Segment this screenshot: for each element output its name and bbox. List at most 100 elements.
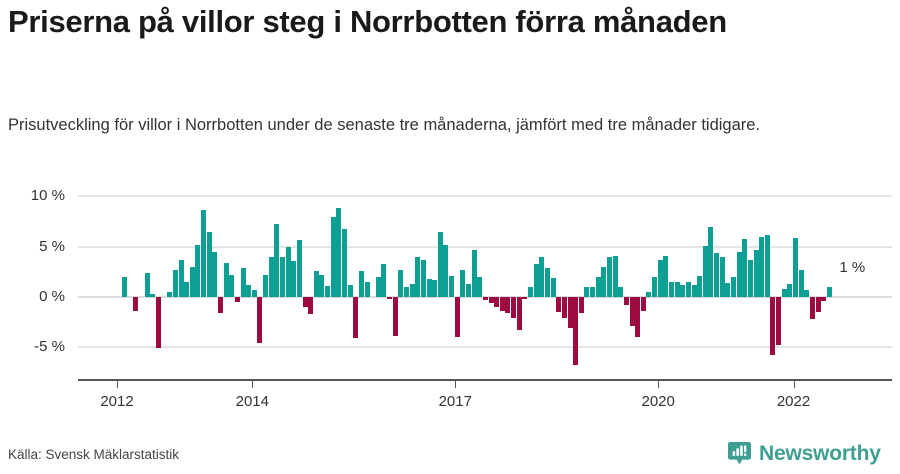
y-axis-label-10: 10 % xyxy=(30,187,65,205)
bar xyxy=(342,228,347,297)
bar xyxy=(719,256,725,297)
bar xyxy=(460,269,466,297)
y-axis-label-0: 0 % xyxy=(39,288,65,305)
bar xyxy=(308,297,314,315)
bar xyxy=(618,286,624,297)
bar xyxy=(195,244,201,297)
bar xyxy=(595,276,601,297)
x-tick-2020 xyxy=(658,381,660,388)
bar xyxy=(358,270,364,297)
source-note: Källa: Svensk Mäklarstatistik xyxy=(8,447,180,462)
bar xyxy=(522,297,528,299)
bar xyxy=(550,277,556,297)
bar xyxy=(499,297,505,312)
bar xyxy=(178,259,184,297)
bar xyxy=(652,276,658,297)
bar xyxy=(246,284,252,297)
bar xyxy=(561,297,567,319)
bar xyxy=(206,231,212,297)
bar xyxy=(640,297,646,312)
bar xyxy=(426,278,432,297)
bar xyxy=(263,274,269,297)
bar xyxy=(646,291,652,297)
bar xyxy=(708,226,714,297)
logo-wordmark: Newsworthy xyxy=(759,441,881,465)
bar xyxy=(759,236,765,297)
bar xyxy=(217,297,223,314)
bar xyxy=(122,276,128,297)
bar xyxy=(251,289,257,297)
bar xyxy=(685,281,691,297)
bar xyxy=(578,297,584,314)
bar xyxy=(680,284,686,297)
bar xyxy=(584,286,590,297)
bar xyxy=(482,297,488,301)
x-axis-label-2017: 2017 xyxy=(438,393,472,410)
bar xyxy=(387,297,393,299)
gridline-5 xyxy=(78,245,892,248)
bar xyxy=(516,297,522,331)
bar xyxy=(753,249,759,297)
bar xyxy=(601,266,607,297)
x-tick-2012 xyxy=(117,381,118,388)
bar xyxy=(505,297,511,314)
bar xyxy=(189,266,195,297)
page-title: Priserna på villor steg i Norrbotten för… xyxy=(8,4,727,39)
bar xyxy=(528,286,534,297)
bar xyxy=(787,283,793,297)
bar xyxy=(606,256,612,297)
bar xyxy=(319,274,325,297)
bar xyxy=(798,269,804,297)
bar xyxy=(420,259,426,297)
bar xyxy=(804,289,810,297)
bar xyxy=(404,286,409,297)
bar xyxy=(488,297,494,304)
gridline-10 xyxy=(78,195,892,198)
bar xyxy=(567,297,573,329)
bar-chart-pin-icon xyxy=(727,441,752,466)
bar xyxy=(533,263,539,297)
bar xyxy=(201,210,207,297)
bar xyxy=(635,297,641,338)
bar xyxy=(172,269,178,297)
x-tick-2017 xyxy=(455,381,457,388)
bar xyxy=(285,246,291,297)
bar xyxy=(809,297,815,320)
bar xyxy=(590,286,596,297)
bar xyxy=(657,259,663,297)
bar xyxy=(623,297,629,306)
bar xyxy=(471,249,477,297)
bar xyxy=(747,259,753,297)
bar xyxy=(302,297,308,308)
bar xyxy=(511,297,517,319)
newsworthy-logo: Newsworthy xyxy=(727,441,881,466)
gridline--5 xyxy=(78,346,892,349)
bar xyxy=(257,297,263,344)
bar xyxy=(274,223,280,297)
bar xyxy=(268,256,274,297)
bar xyxy=(663,255,669,297)
bar xyxy=(730,276,736,297)
bar xyxy=(736,251,742,297)
bar xyxy=(234,297,240,303)
bar xyxy=(793,237,798,297)
bar xyxy=(556,297,562,313)
bar xyxy=(296,239,302,297)
x-tick-2022 xyxy=(793,381,795,388)
bar xyxy=(612,255,618,297)
bar xyxy=(184,281,190,297)
bar xyxy=(668,281,674,297)
bar xyxy=(167,291,173,297)
bar xyxy=(714,252,720,297)
bar xyxy=(815,297,821,313)
bar xyxy=(573,297,579,366)
bar xyxy=(392,297,398,337)
bar xyxy=(821,297,827,302)
bar xyxy=(432,279,438,297)
bar xyxy=(330,216,336,297)
bar xyxy=(155,297,161,349)
bar xyxy=(494,297,500,308)
